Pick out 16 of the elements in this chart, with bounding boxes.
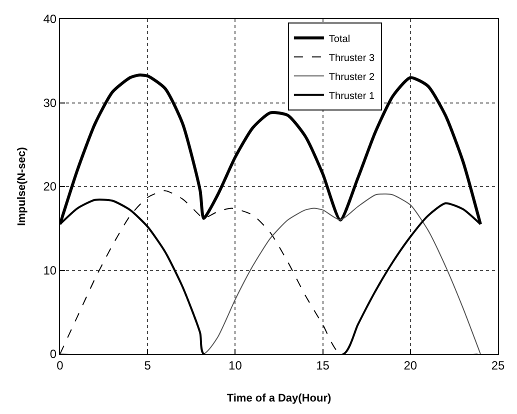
x-tick-label: 5 [144, 358, 152, 372]
y-tick-label: 10 [43, 263, 57, 278]
x-axis-title: Time of a Day(Hour) [226, 392, 332, 405]
y-tick-label: 0 [50, 347, 57, 362]
x-tick-label: 20 [404, 358, 418, 372]
x-tick-label: 15 [316, 358, 330, 372]
x-tick-label: 10 [228, 358, 242, 372]
y-tick-label: 20 [43, 180, 57, 194]
y-tick-label: 30 [43, 96, 57, 110]
legend-label: Total [328, 34, 350, 45]
y-axis-title: Impulse(N-sec) [16, 146, 28, 226]
legend-label: Thruster 2 [328, 72, 375, 83]
legend-label: Thruster 1 [328, 90, 375, 102]
x-tick-label: 25 [491, 358, 505, 372]
y-tick-label: 40 [43, 12, 57, 26]
legend-label: Thruster 3 [328, 52, 375, 64]
